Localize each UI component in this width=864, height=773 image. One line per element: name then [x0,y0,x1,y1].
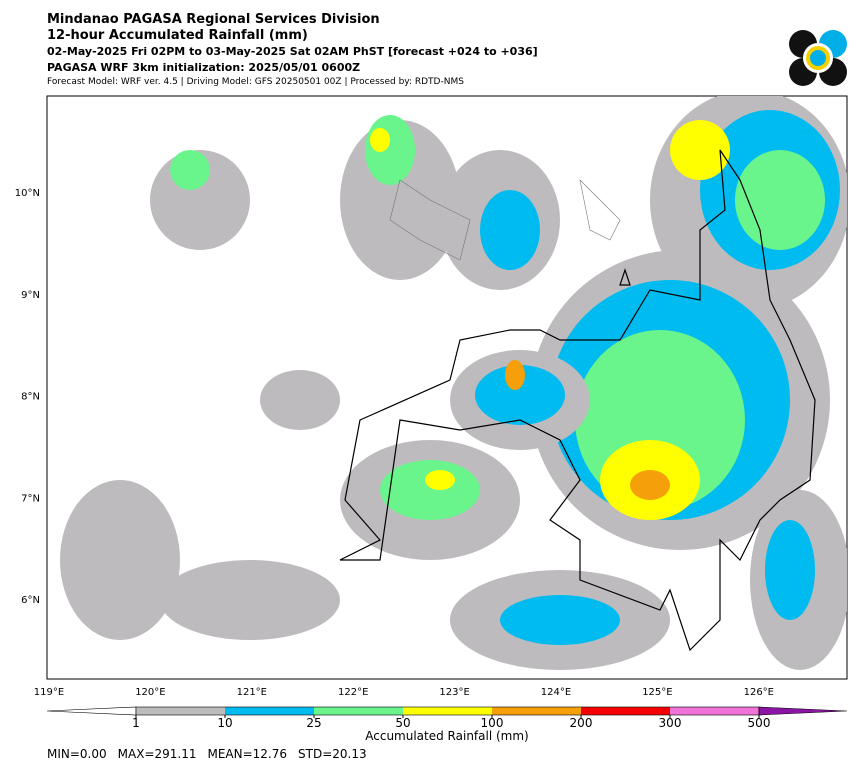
colorbar-tick-label: 25 [306,716,321,730]
lat-label: 10°N [15,188,40,199]
colorbar-tick-label: 1 [132,716,140,730]
colorbar-tick-label: 100 [481,716,504,730]
lat-label: 6°N [21,595,40,606]
stat: MIN=0.00 [47,747,107,761]
initialization: PAGASA WRF 3km initialization: 2025/05/0… [47,61,360,74]
lon-label: 124°E [541,687,571,698]
colorbar-tick-label: 200 [570,716,593,730]
colorbar-segment [314,707,403,715]
lat-label: 8°N [21,392,40,403]
colorbar-segment [670,707,759,715]
stat: MEAN=12.76 [207,747,287,761]
map [46,95,848,680]
lon-label: 120°E [135,687,165,698]
lat-label: 7°N [21,493,40,504]
period: 02-May-2025 Fri 02PM to 03-May-2025 Sat … [47,45,538,58]
lon-label: 119°E [34,687,64,698]
lon-label: 121°E [237,687,267,698]
lon-label: 123°E [439,687,469,698]
logo [789,30,847,86]
islands [389,179,621,261]
colorbar-tick-label: 300 [659,716,682,730]
title: 12-hour Accumulated Rainfall (mm) [47,28,308,43]
colorbar-tick-label: 10 [217,716,232,730]
lon-label: 122°E [338,687,368,698]
colorbar-extend-low [46,706,137,716]
colorbar-segment [136,707,225,715]
colorbar-extend-high [758,706,848,716]
colorbar-tick-label: 500 [748,716,771,730]
stat: STD=20.13 [298,747,367,761]
colorbar-tick-label: 50 [395,716,410,730]
model-info: Forecast Model: WRF ver. 4.5 | Driving M… [47,77,464,87]
colorbar-segment [581,707,670,715]
colorbar-segment [492,707,581,715]
lon-label: 126°E [744,687,774,698]
colorbar-segment [403,707,492,715]
colorbar-segment [225,707,314,715]
colorbar-frame [135,706,760,716]
stat: MAX=291.11 [118,747,197,761]
lat-label: 9°N [21,290,40,301]
colorbar-label: Accumulated Rainfall (mm) [365,729,528,743]
lon-label: 125°E [642,687,672,698]
agency: Mindanao PAGASA Regional Services Divisi… [47,12,380,27]
coastline [339,149,816,652]
